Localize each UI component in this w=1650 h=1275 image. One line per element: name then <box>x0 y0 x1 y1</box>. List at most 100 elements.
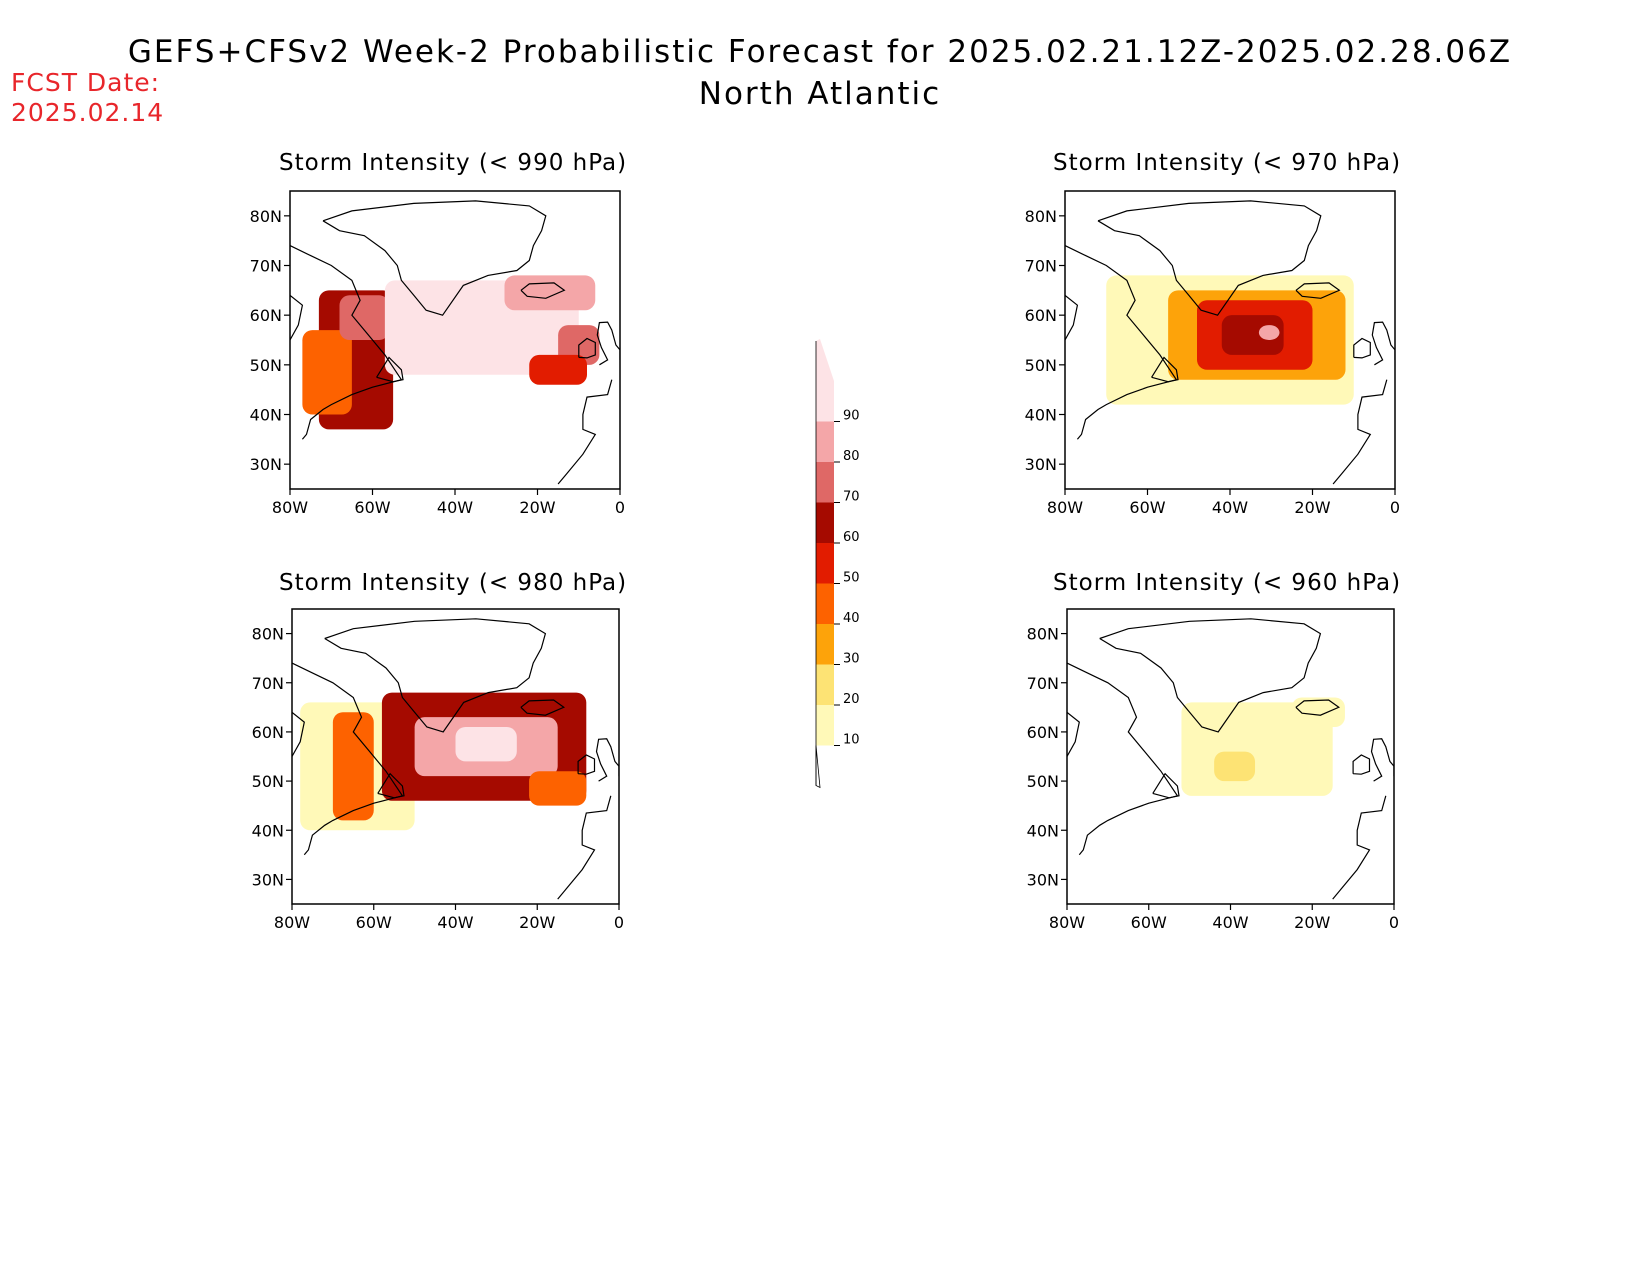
probability-field <box>302 275 600 430</box>
newfoundland-coast <box>1151 356 1179 383</box>
lat-tick-label: 80N <box>250 207 282 226</box>
colorbar-tick-label: 70 <box>843 490 860 505</box>
fcst-date-value: 2025.02.14 <box>11 98 165 127</box>
coastlines <box>290 200 620 485</box>
colorbar-segment <box>816 462 834 503</box>
probability-region-10 <box>1291 697 1345 727</box>
panel-title-960: Storm Intensity (< 960 hPa) <box>1053 570 1402 596</box>
probability-region-80 <box>1258 325 1280 340</box>
fcst-date-label: FCST Date: <box>11 68 161 97</box>
canada-coast <box>1065 245 1178 440</box>
lat-tick-label: 40N <box>250 406 282 425</box>
lat-tick-label: 50N <box>1025 356 1057 375</box>
iberia-africa-coast <box>1332 379 1388 485</box>
newfoundland-coast <box>377 772 405 799</box>
lat-tick-label: 70N <box>1027 674 1059 693</box>
lat-tick-label: 60N <box>252 723 284 742</box>
iceland-coast <box>520 699 566 716</box>
lon-tick-label: 80W <box>272 498 308 517</box>
ireland-coast <box>1353 337 1371 359</box>
canada-coast <box>290 245 403 440</box>
lat-tick-label: 30N <box>1027 870 1059 889</box>
colorbar-tick-label: 90 <box>843 409 860 424</box>
britain-coast <box>1371 321 1395 366</box>
lat-tick-label: 60N <box>1027 723 1059 742</box>
lon-tick-label: 40W <box>437 913 473 932</box>
lat-tick-label: 50N <box>252 772 284 791</box>
probability-region-80 <box>504 275 596 311</box>
lon-tick-label: 20W <box>1294 913 1330 932</box>
probability-field <box>1106 275 1354 405</box>
probability-region-60 <box>1221 315 1284 355</box>
colorbar-top-arrow <box>816 339 834 381</box>
colorbar-tick-label: 10 <box>843 733 860 748</box>
lat-tick-label: 40N <box>1027 821 1059 840</box>
hudson-coast <box>1067 711 1080 757</box>
lon-tick-label: 60W <box>1131 913 1167 932</box>
lon-tick-label: 20W <box>519 498 555 517</box>
lat-tick-label: 70N <box>252 674 284 693</box>
colorbar-segment <box>816 502 834 543</box>
lon-tick-label: 80W <box>1049 913 1085 932</box>
main-title: GEFS+CFSv2 Week-2 Probabilistic Forecast… <box>127 34 1513 70</box>
colorbar-tick-label: 30 <box>843 652 860 667</box>
iberia-africa-coast <box>1332 795 1387 900</box>
lon-tick-label: 60W <box>1129 498 1165 517</box>
lon-tick-label: 40W <box>1212 498 1248 517</box>
lat-tick-label: 40N <box>252 821 284 840</box>
colorbar-segment <box>816 421 834 462</box>
iceland-coast <box>520 282 566 299</box>
ireland-coast <box>1352 754 1371 775</box>
probability-field <box>300 692 587 831</box>
colorbar-tick-label: 20 <box>843 692 860 707</box>
iberia-africa-coast <box>557 379 613 485</box>
lat-tick-label: 80N <box>1027 625 1059 644</box>
colorbar-segment <box>816 624 834 665</box>
canada-coast <box>292 662 404 856</box>
lon-tick-label: 0 <box>1389 913 1399 932</box>
hudson-coast <box>292 711 305 757</box>
newfoundland-coast <box>1152 772 1180 799</box>
iceland-coast <box>1295 699 1341 716</box>
ireland-coast <box>578 337 596 359</box>
probability-field <box>1181 697 1345 796</box>
greenland-coast <box>1097 200 1322 316</box>
lat-tick-label: 70N <box>1025 257 1057 276</box>
probability-region-70 <box>339 295 389 340</box>
hudson-coast <box>1065 294 1079 341</box>
iberia-africa-coast <box>557 795 612 900</box>
lat-tick-label: 70N <box>250 257 282 276</box>
colorbar-segment <box>816 381 834 422</box>
greenland-coast <box>324 618 547 733</box>
probability-region-40 <box>332 712 374 821</box>
map-panel-960: 80N 70N 60N 50N 40N 30N 80W 60W 40W 20W 0 <box>1027 608 1399 932</box>
lat-tick-label: 60N <box>1025 306 1057 325</box>
colorbar-segment <box>816 705 834 746</box>
lon-tick-label: 0 <box>614 913 624 932</box>
lat-tick-label: 50N <box>250 356 282 375</box>
hudson-coast <box>290 294 304 341</box>
map-panel-980: 80N 70N 60N 50N 40N 30N 80W 60W 40W 20W 0 <box>252 608 624 932</box>
probability-region-20 <box>1214 751 1256 782</box>
probability-region-40 <box>529 771 587 806</box>
lon-tick-label: 0 <box>1390 498 1400 517</box>
lon-tick-label: 20W <box>1294 498 1330 517</box>
colorbar-segment <box>816 664 834 705</box>
lat-tick-label: 30N <box>250 455 282 474</box>
greenland-coast <box>1099 618 1322 733</box>
lat-tick-label: 80N <box>1025 207 1057 226</box>
lon-tick-label: 60W <box>354 498 390 517</box>
britain-coast <box>1370 738 1394 782</box>
newfoundland-coast <box>376 356 404 383</box>
colorbar-tick-label: 40 <box>843 611 860 626</box>
probability-region-50 <box>529 354 587 385</box>
map-panel-970: 80N 70N 60N 50N 40N 30N 80W 60W 40W 20W 0 <box>1025 190 1400 517</box>
probability-region-90 <box>455 727 517 762</box>
lat-tick-label: 80N <box>252 625 284 644</box>
map-panel-990: 80N 70N 60N 50N 40N 30N 80W 60W 40W 20W 0 <box>250 190 625 517</box>
canada-coast <box>1067 662 1179 856</box>
colorbar-segment <box>816 543 834 584</box>
panel-title-990: Storm Intensity (< 990 hPa) <box>279 150 628 176</box>
lat-tick-label: 40N <box>1025 406 1057 425</box>
